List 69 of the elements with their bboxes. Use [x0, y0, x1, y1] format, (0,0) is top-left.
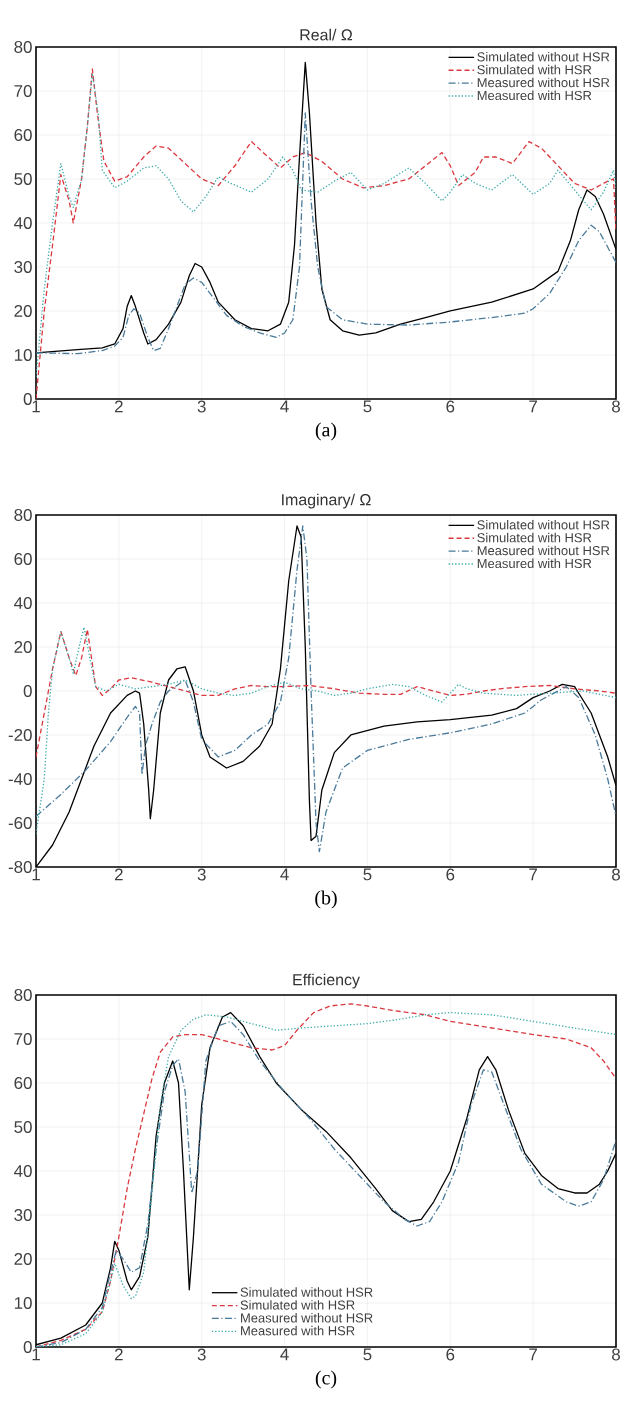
legend-label: Simulated without HSR: [477, 51, 610, 62]
x-tick-label: 8: [612, 1348, 620, 1361]
chart-title: Real/ Ω: [300, 28, 353, 41]
y-tick-label: 20: [14, 640, 32, 653]
legend-label: Simulated with HSR: [477, 64, 592, 75]
y-tick-label: 80: [14, 40, 32, 53]
y-tick-label: 0: [23, 684, 32, 697]
y-tick-label: -40: [8, 772, 32, 785]
legend-label: Measured without HSR: [477, 545, 610, 556]
text: (b): [315, 890, 337, 909]
y-tick-label: 70: [14, 84, 32, 97]
y-tick-label: -20: [8, 728, 32, 741]
x-tick-label: 5: [363, 1348, 372, 1361]
x-tick-label: 6: [446, 1348, 455, 1361]
x-tick-label: 1: [32, 868, 40, 881]
y-tick-label: 20: [14, 1252, 32, 1265]
y-tick-label: 20: [14, 304, 32, 317]
y-tick-label: 0: [23, 392, 32, 405]
y-tick-label: 50: [14, 1120, 32, 1133]
legend-label: Measured without HSR: [241, 1313, 373, 1323]
y-tick-label: 80: [14, 508, 32, 521]
y-tick-label: 80: [14, 989, 32, 1001]
x-tick-label: 2: [115, 868, 123, 881]
x-tick-label: 3: [197, 868, 206, 881]
y-tick-label: -80: [8, 861, 32, 873]
y-tick-label: 10: [14, 348, 32, 361]
x-tick-label: 3: [197, 1348, 206, 1361]
legend-label: Simulated with HSR: [477, 532, 592, 543]
x-tick-label: 3: [197, 400, 206, 413]
y-tick-label: 30: [14, 260, 32, 273]
y-tick-label: 40: [14, 216, 32, 229]
y-tick-label: 50: [14, 172, 32, 185]
x-tick-label: 1: [32, 1348, 40, 1361]
legend-label: Measured with HSR: [477, 90, 592, 101]
text: (c): [315, 1370, 337, 1389]
x-tick-label: 1: [32, 400, 40, 413]
y-tick-label: 40: [14, 596, 32, 609]
x-tick-label: 7: [529, 1348, 537, 1361]
legend-label: Simulated with HSR: [240, 1300, 355, 1310]
y-tick-label: 40: [14, 1164, 32, 1177]
text: (a): [315, 422, 337, 441]
x-tick-label: 8: [612, 868, 620, 881]
chart-title: Efficiency: [293, 973, 360, 989]
chart-title: Imaginary/ Ω: [282, 493, 371, 509]
x-tick-label: 2: [115, 400, 123, 413]
x-tick-label: 5: [363, 868, 372, 881]
y-tick-label: 60: [14, 1077, 32, 1089]
x-tick-label: 4: [280, 868, 289, 881]
y-tick-label: 30: [14, 1208, 32, 1221]
x-tick-label: 8: [612, 400, 620, 413]
y-tick-label: 60: [14, 552, 32, 565]
x-tick-label: 7: [529, 868, 537, 881]
y-tick-label: -60: [8, 817, 32, 829]
x-tick-label: 7: [529, 400, 537, 413]
legend-label: Simulated without HSR: [240, 1287, 373, 1297]
y-tick-label: 10: [14, 1296, 32, 1309]
y-tick-label: 70: [14, 1033, 32, 1045]
x-tick-label: 4: [280, 400, 289, 413]
x-tick-label: 4: [280, 1348, 289, 1361]
legend-label: Measured with HSR: [477, 558, 592, 569]
legend-label: Measured without HSR: [477, 77, 610, 88]
legend-label: Simulated without HSR: [477, 519, 610, 530]
x-tick-label: 2: [115, 1348, 123, 1361]
y-tick-label: 0: [23, 1340, 32, 1353]
y-tick-label: 60: [14, 128, 32, 141]
legend-label: Measured with HSR: [241, 1325, 355, 1336]
x-tick-label: 6: [446, 868, 455, 881]
x-tick-label: 5: [363, 400, 372, 413]
x-tick-label: 6: [446, 400, 455, 413]
